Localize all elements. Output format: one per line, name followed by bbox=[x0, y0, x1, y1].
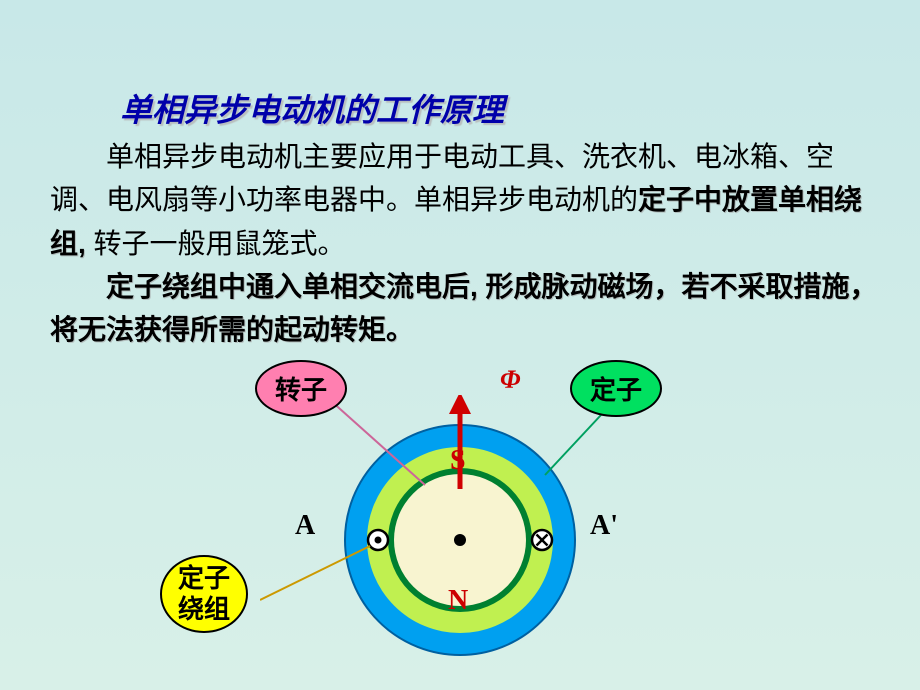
label-a: A bbox=[295, 510, 315, 542]
paragraph-2: 定子绕组中通入单相交流电后, 形成脉动磁场，若不采取措施，将无法获得所需的起动转… bbox=[50, 265, 880, 352]
label-n-pole: N bbox=[448, 585, 468, 617]
flux-arrow-head bbox=[449, 395, 471, 414]
label-s-pole: S bbox=[450, 445, 466, 477]
motor-diagram: 转子 定子 定子 绕组 Φ A A' S N bbox=[0, 360, 920, 690]
callout-stator-winding: 定子 绕组 bbox=[160, 555, 248, 633]
callout-rotor: 转子 bbox=[255, 360, 347, 417]
callout-stator: 定子 bbox=[570, 360, 662, 417]
winding-line1: 定子 bbox=[178, 563, 230, 593]
terminal-a-dot bbox=[375, 537, 382, 544]
label-a-prime: A' bbox=[590, 510, 618, 542]
winding-line2: 绕组 bbox=[178, 594, 230, 624]
center-dot bbox=[454, 534, 466, 546]
p1-post: 转子一般用鼠笼式。 bbox=[86, 228, 346, 259]
label-phi: Φ bbox=[500, 365, 521, 395]
page-title: 单相异步电动机的工作原理 bbox=[120, 85, 504, 131]
paragraph-1: 单相异步电动机主要应用于电动工具、洗衣机、电冰箱、空调、电风扇等小功率电器中。单… bbox=[50, 135, 880, 265]
